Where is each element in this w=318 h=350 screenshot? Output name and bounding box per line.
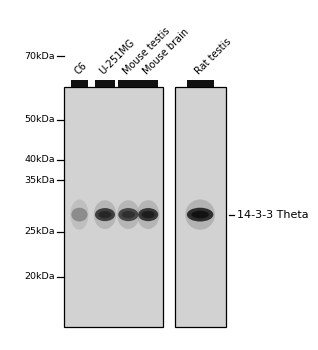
Ellipse shape <box>94 200 116 229</box>
Ellipse shape <box>71 208 87 222</box>
Text: C6: C6 <box>73 61 88 77</box>
Bar <box>71 80 88 87</box>
Ellipse shape <box>98 211 112 218</box>
Ellipse shape <box>95 208 115 221</box>
Ellipse shape <box>70 199 88 230</box>
Text: 35kDa: 35kDa <box>24 176 55 185</box>
Ellipse shape <box>118 208 138 221</box>
Ellipse shape <box>185 199 215 230</box>
Ellipse shape <box>117 200 140 229</box>
Text: 25kDa: 25kDa <box>25 228 55 236</box>
Bar <box>64 87 163 327</box>
Text: 20kDa: 20kDa <box>25 272 55 281</box>
Text: Mouse brain: Mouse brain <box>141 27 191 77</box>
Ellipse shape <box>138 208 158 221</box>
Bar <box>95 80 115 87</box>
Text: 40kDa: 40kDa <box>25 155 55 164</box>
Ellipse shape <box>122 211 135 218</box>
Ellipse shape <box>142 211 155 218</box>
Text: Mouse testis: Mouse testis <box>121 26 172 77</box>
Text: Rat testis: Rat testis <box>193 37 233 77</box>
Text: U-251MG: U-251MG <box>98 38 137 77</box>
Text: 50kDa: 50kDa <box>25 116 55 124</box>
Text: 14-3-3 Theta: 14-3-3 Theta <box>237 210 309 219</box>
Ellipse shape <box>187 208 213 222</box>
Bar <box>118 80 139 87</box>
Text: 70kDa: 70kDa <box>25 52 55 61</box>
Bar <box>138 80 158 87</box>
Ellipse shape <box>137 200 159 229</box>
Bar <box>187 80 214 87</box>
Ellipse shape <box>191 211 209 218</box>
Bar <box>175 87 226 327</box>
